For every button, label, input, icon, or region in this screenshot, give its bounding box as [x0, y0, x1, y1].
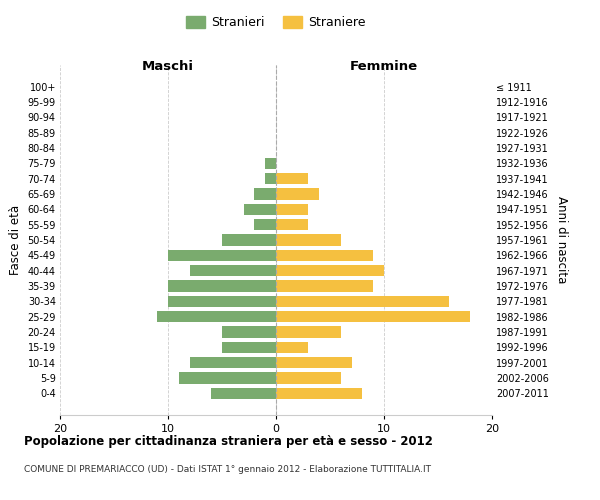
- Text: Femmine: Femmine: [350, 60, 418, 73]
- Bar: [276, 357, 352, 368]
- Bar: [254, 219, 276, 230]
- Bar: [276, 280, 373, 292]
- Bar: [276, 326, 341, 338]
- Bar: [276, 372, 341, 384]
- Bar: [190, 357, 276, 368]
- Bar: [276, 173, 308, 184]
- Bar: [244, 204, 276, 215]
- Bar: [276, 219, 308, 230]
- Bar: [276, 311, 470, 322]
- Bar: [168, 250, 276, 261]
- Bar: [168, 280, 276, 292]
- Bar: [276, 296, 449, 307]
- Bar: [168, 296, 276, 307]
- Bar: [157, 311, 276, 322]
- Bar: [222, 342, 276, 353]
- Bar: [276, 204, 308, 215]
- Bar: [254, 188, 276, 200]
- Bar: [265, 158, 276, 169]
- Bar: [276, 388, 362, 399]
- Bar: [276, 234, 341, 246]
- Y-axis label: Anni di nascita: Anni di nascita: [554, 196, 568, 284]
- Bar: [265, 173, 276, 184]
- Bar: [222, 326, 276, 338]
- Bar: [276, 265, 384, 276]
- Bar: [190, 265, 276, 276]
- Bar: [211, 388, 276, 399]
- Text: COMUNE DI PREMARIACCO (UD) - Dati ISTAT 1° gennaio 2012 - Elaborazione TUTTITALI: COMUNE DI PREMARIACCO (UD) - Dati ISTAT …: [24, 465, 431, 474]
- Text: Popolazione per cittadinanza straniera per età e sesso - 2012: Popolazione per cittadinanza straniera p…: [24, 435, 433, 448]
- Bar: [276, 250, 373, 261]
- Text: Maschi: Maschi: [142, 60, 194, 73]
- Bar: [276, 188, 319, 200]
- Bar: [179, 372, 276, 384]
- Bar: [222, 234, 276, 246]
- Legend: Stranieri, Straniere: Stranieri, Straniere: [181, 11, 371, 34]
- Y-axis label: Fasce di età: Fasce di età: [9, 205, 22, 275]
- Bar: [276, 342, 308, 353]
